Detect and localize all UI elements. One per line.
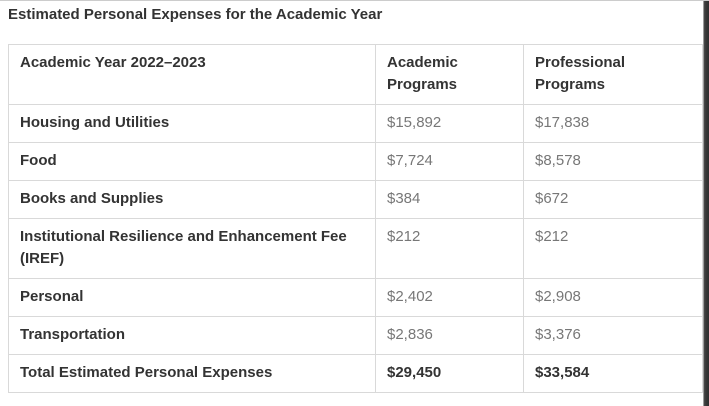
right-window-edge: [703, 1, 709, 406]
row-label: Personal: [8, 278, 376, 317]
academic-value: $2,402: [375, 278, 524, 317]
expenses-table: Academic Year 2022–2023 Academic Program…: [8, 44, 703, 393]
academic-value: $7,724: [375, 142, 524, 181]
table-header: Academic Year 2022–2023 Academic Program…: [8, 44, 703, 105]
total-row: Total Estimated Personal Expenses $29,45…: [8, 354, 703, 393]
row-label: Housing and Utilities: [8, 104, 376, 143]
table-body: Housing and Utilities $15,892 $17,838 Fo…: [8, 104, 703, 393]
professional-value: $17,838: [523, 104, 703, 143]
total-professional-value: $33,584: [523, 354, 703, 393]
professional-value: $2,908: [523, 278, 703, 317]
row-label: Books and Supplies: [8, 180, 376, 219]
row-label: Transportation: [8, 316, 376, 355]
total-academic-value: $29,450: [375, 354, 524, 393]
table-row: Personal $2,402 $2,908: [8, 278, 703, 317]
row-label: Institutional Resilience and Enhancement…: [8, 218, 376, 279]
professional-value: $672: [523, 180, 703, 219]
academic-value: $212: [375, 218, 524, 279]
row-label: Food: [8, 142, 376, 181]
academic-value: $2,836: [375, 316, 524, 355]
academic-value: $15,892: [375, 104, 524, 143]
table-row: Food $7,724 $8,578: [8, 142, 703, 181]
total-row-label: Total Estimated Personal Expenses: [8, 354, 376, 393]
header-professional-programs: Professional Programs: [523, 44, 703, 105]
header-academic-year: Academic Year 2022–2023: [8, 44, 376, 105]
professional-value: $212: [523, 218, 703, 279]
table-row: Institutional Resilience and Enhancement…: [8, 218, 703, 279]
table-row: Housing and Utilities $15,892 $17,838: [8, 104, 703, 143]
academic-value: $384: [375, 180, 524, 219]
table-row: Transportation $2,836 $3,376: [8, 316, 703, 355]
page-title: Estimated Personal Expenses for the Acad…: [8, 6, 383, 23]
professional-value: $8,578: [523, 142, 703, 181]
header-row: Academic Year 2022–2023 Academic Program…: [8, 44, 703, 105]
table-row: Books and Supplies $384 $672: [8, 180, 703, 219]
header-academic-programs: Academic Programs: [375, 44, 524, 105]
professional-value: $3,376: [523, 316, 703, 355]
